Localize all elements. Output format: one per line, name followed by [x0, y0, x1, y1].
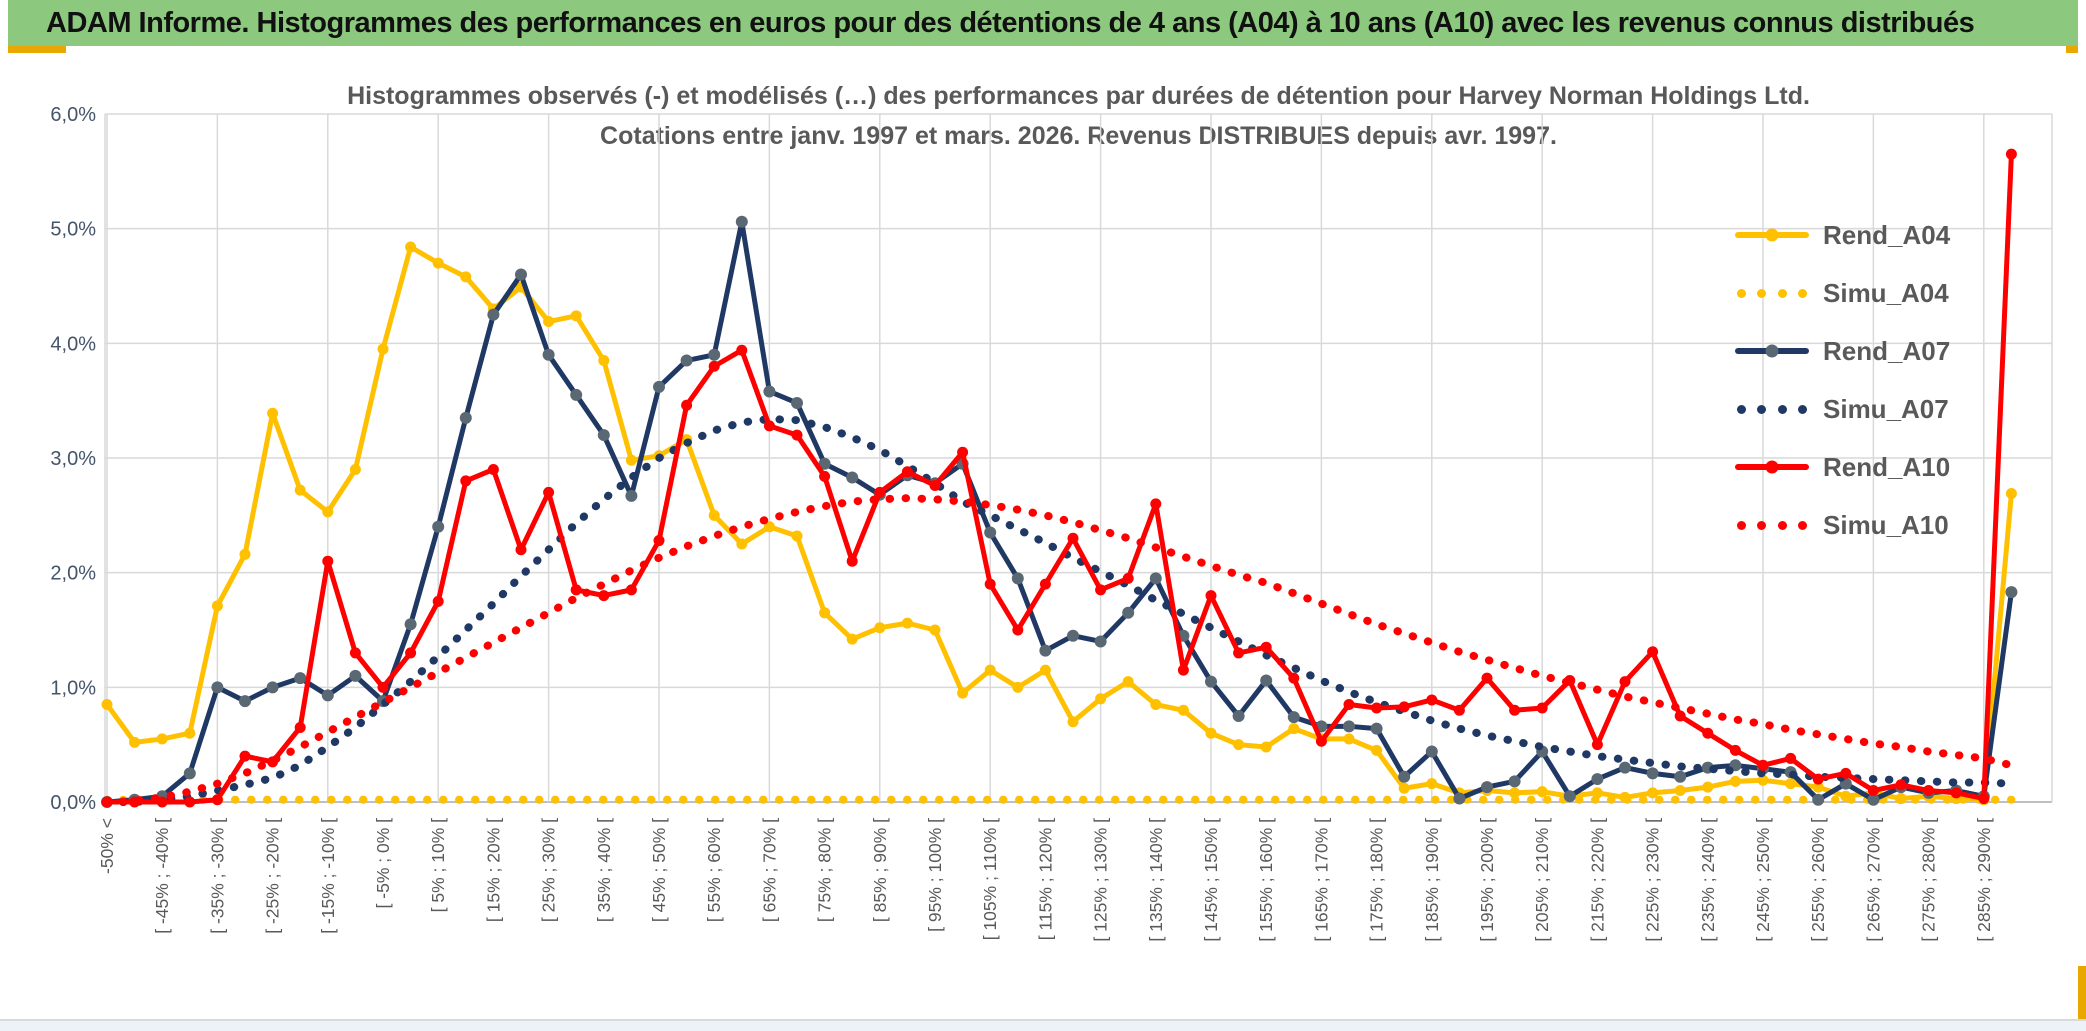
y-axis-label: 2,0%: [50, 563, 96, 585]
x-axis-label: [ 185% ; 190% [: [1422, 818, 1442, 942]
y-axis-label: 6,0%: [50, 104, 96, 126]
x-axis-label: [ 115% ; 120% [: [1035, 818, 1055, 940]
legend-swatch-line-icon: [1733, 460, 1811, 474]
x-axis-label: [ 265% ; 270% [: [1863, 818, 1883, 942]
x-axis-label: [ -45% ; -40% [: [152, 818, 172, 934]
chart-title-line1: Histogrammes observés (-) et modélisés (…: [347, 82, 1810, 110]
y-axis-label: 5,0%: [50, 219, 96, 241]
x-axis-label: [ 165% ; 170% [: [1311, 818, 1331, 942]
legend-label: Simu_A07: [1823, 393, 1949, 424]
series-line-Simu_A07: [103, 415, 2016, 806]
x-axis-label: [ 155% ; 160% [: [1256, 818, 1276, 942]
series-line-Rend_A10: [107, 154, 2014, 805]
x-axis-label: [ -5% ; 0% [: [373, 818, 393, 909]
x-axis-label: [ 45% ; 50% [: [649, 818, 669, 922]
page-title: ADAM Informe. Histogrammes des performan…: [46, 6, 1975, 39]
x-axis-label: [ 85% ; 90% [: [870, 818, 890, 922]
x-axis-label: [ 285% ; 290% [: [1974, 818, 1994, 942]
x-axis-label: [ 135% ; 140% [: [1146, 818, 1166, 942]
x-axis-label: [ 15% ; 20% [: [483, 818, 503, 922]
gold-accent-top-right: [2066, 46, 2078, 53]
x-axis-label: [ 205% ; 210% [: [1532, 818, 1552, 942]
legend-swatch-dots-icon: [1733, 404, 1811, 414]
legend-item-Rend_A10: Rend_A10: [1733, 438, 1950, 496]
x-axis-label: [ -15% ; -10% [: [318, 818, 338, 934]
legend-item-Simu_A10: Simu_A10: [1733, 496, 1950, 554]
legend-label: Rend_A04: [1823, 219, 1951, 250]
series-line-Simu_A10: [103, 494, 2016, 806]
bottom-strip: [0, 1021, 2086, 1031]
x-axis-label: [ 195% ; 200% [: [1477, 818, 1497, 942]
x-axis-label: [ 275% ; 280% [: [1919, 818, 1939, 942]
legend-label: Rend_A07: [1823, 335, 1951, 366]
x-axis-label: [ 245% ; 250% [: [1753, 818, 1773, 942]
series-line-Rend_A04: [104, 244, 2014, 803]
legend-item-Rend_A07: Rend_A07: [1733, 322, 1950, 380]
x-axis-label: [ 25% ; 30% [: [539, 818, 559, 922]
legend-item-Simu_A07: Simu_A07: [1733, 380, 1950, 438]
chart-title-line2: Cotations entre janv. 1997 et mars. 2026…: [600, 122, 1557, 150]
legend-item-Simu_A04: Simu_A04: [1733, 264, 1950, 322]
x-axis-label: [ -35% ; -30% [: [207, 818, 227, 934]
x-axis-label: [ 125% ; 130% [: [1091, 818, 1111, 942]
title-banner: ADAM Informe. Histogrammes des performan…: [8, 0, 2078, 46]
chart-legend: Rend_A04 Simu_A04 Rend_A07 Simu_A07 Rend_A10…: [1733, 206, 1950, 554]
x-axis-label: [ 175% ; 180% [: [1367, 818, 1387, 942]
x-axis-label: [ 35% ; 40% [: [594, 818, 614, 922]
legend-label: Simu_A10: [1823, 509, 1949, 540]
legend-swatch-line-icon: [1733, 344, 1811, 358]
x-axis-label: [ 215% ; 220% [: [1587, 818, 1607, 942]
bottom-divider: [0, 1019, 2086, 1021]
x-axis-label: -50% <: [97, 818, 117, 874]
legend-label: Rend_A10: [1823, 451, 1951, 482]
legend-label: Simu_A04: [1823, 277, 1949, 308]
legend-item-Rend_A04: Rend_A04: [1733, 206, 1950, 264]
y-axis-label: 0,0%: [50, 792, 96, 814]
series-line-Rend_A07: [106, 219, 2014, 805]
x-axis-label: [ 55% ; 60% [: [704, 818, 724, 922]
y-axis-label: 4,0%: [50, 333, 96, 355]
x-axis-label: [ 65% ; 70% [: [759, 818, 779, 922]
x-axis-label: [ 105% ; 110% [: [980, 818, 1000, 940]
x-axis-label: [ 225% ; 230% [: [1643, 818, 1663, 942]
legend-swatch-dots-icon: [1733, 288, 1811, 298]
y-axis-label: 3,0%: [50, 448, 96, 470]
x-axis-label: [ 95% ; 100% [: [925, 818, 945, 932]
gold-accent-bottom-right: [2078, 966, 2086, 1022]
y-axis-label: 1,0%: [50, 677, 96, 699]
legend-swatch-dots-icon: [1733, 520, 1811, 530]
x-axis-label: [ 235% ; 240% [: [1698, 818, 1718, 942]
x-axis-label: [ 255% ; 260% [: [1808, 818, 1828, 942]
x-axis-label: [ 5% ; 10% [: [428, 818, 448, 912]
x-axis-label: [ -25% ; -20% [: [263, 818, 283, 934]
gold-accent-top-left: [8, 46, 66, 53]
x-axis-label: [ 75% ; 80% [: [815, 818, 835, 922]
x-axis-label: [ 145% ; 150% [: [1201, 818, 1221, 942]
legend-swatch-line-icon: [1733, 228, 1811, 242]
